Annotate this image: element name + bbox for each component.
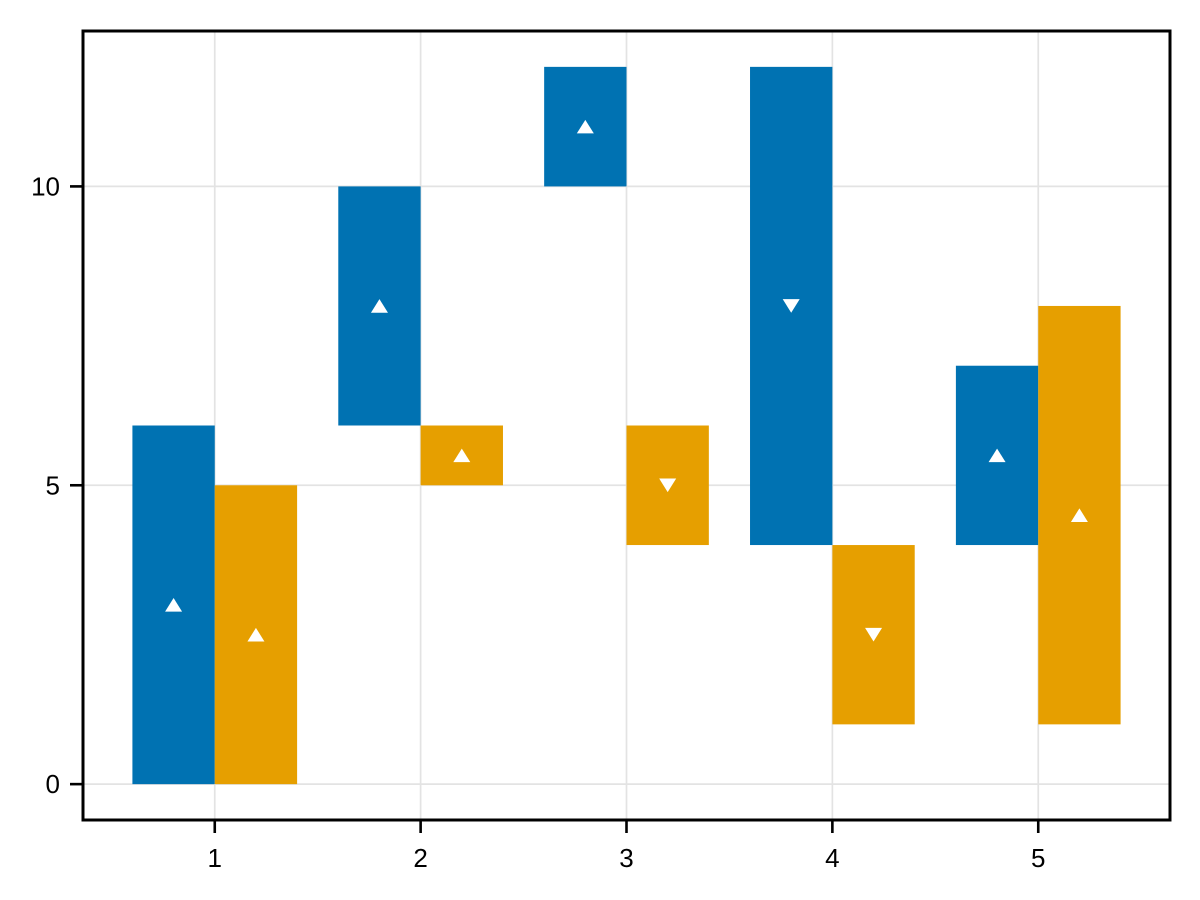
x-tick-label: 2: [413, 843, 427, 873]
y-tick-label: 0: [46, 769, 60, 799]
marker-triangle-up-icon: [247, 627, 265, 642]
x-tick-label: 5: [1031, 843, 1045, 873]
marker-triangle-up-icon: [1070, 508, 1088, 522]
marker-triangle-up-icon: [453, 448, 471, 463]
marker-triangle-down-icon: [782, 299, 800, 313]
x-tick-label: 3: [619, 843, 633, 873]
y-tick-label: 5: [46, 470, 60, 500]
marker-triangle-up-icon: [988, 448, 1006, 463]
marker-triangle-down-icon: [865, 627, 883, 642]
marker-triangle-up-icon: [165, 598, 183, 612]
x-tick-label: 4: [825, 843, 839, 873]
marker-triangle-up-icon: [576, 119, 594, 134]
y-tick-label: 10: [31, 171, 60, 201]
axis-spines: [81, 29, 1172, 822]
x-tick-label: 1: [208, 843, 222, 873]
marker-triangle-up-icon: [370, 299, 388, 313]
marker-triangle-down-icon: [659, 478, 677, 493]
